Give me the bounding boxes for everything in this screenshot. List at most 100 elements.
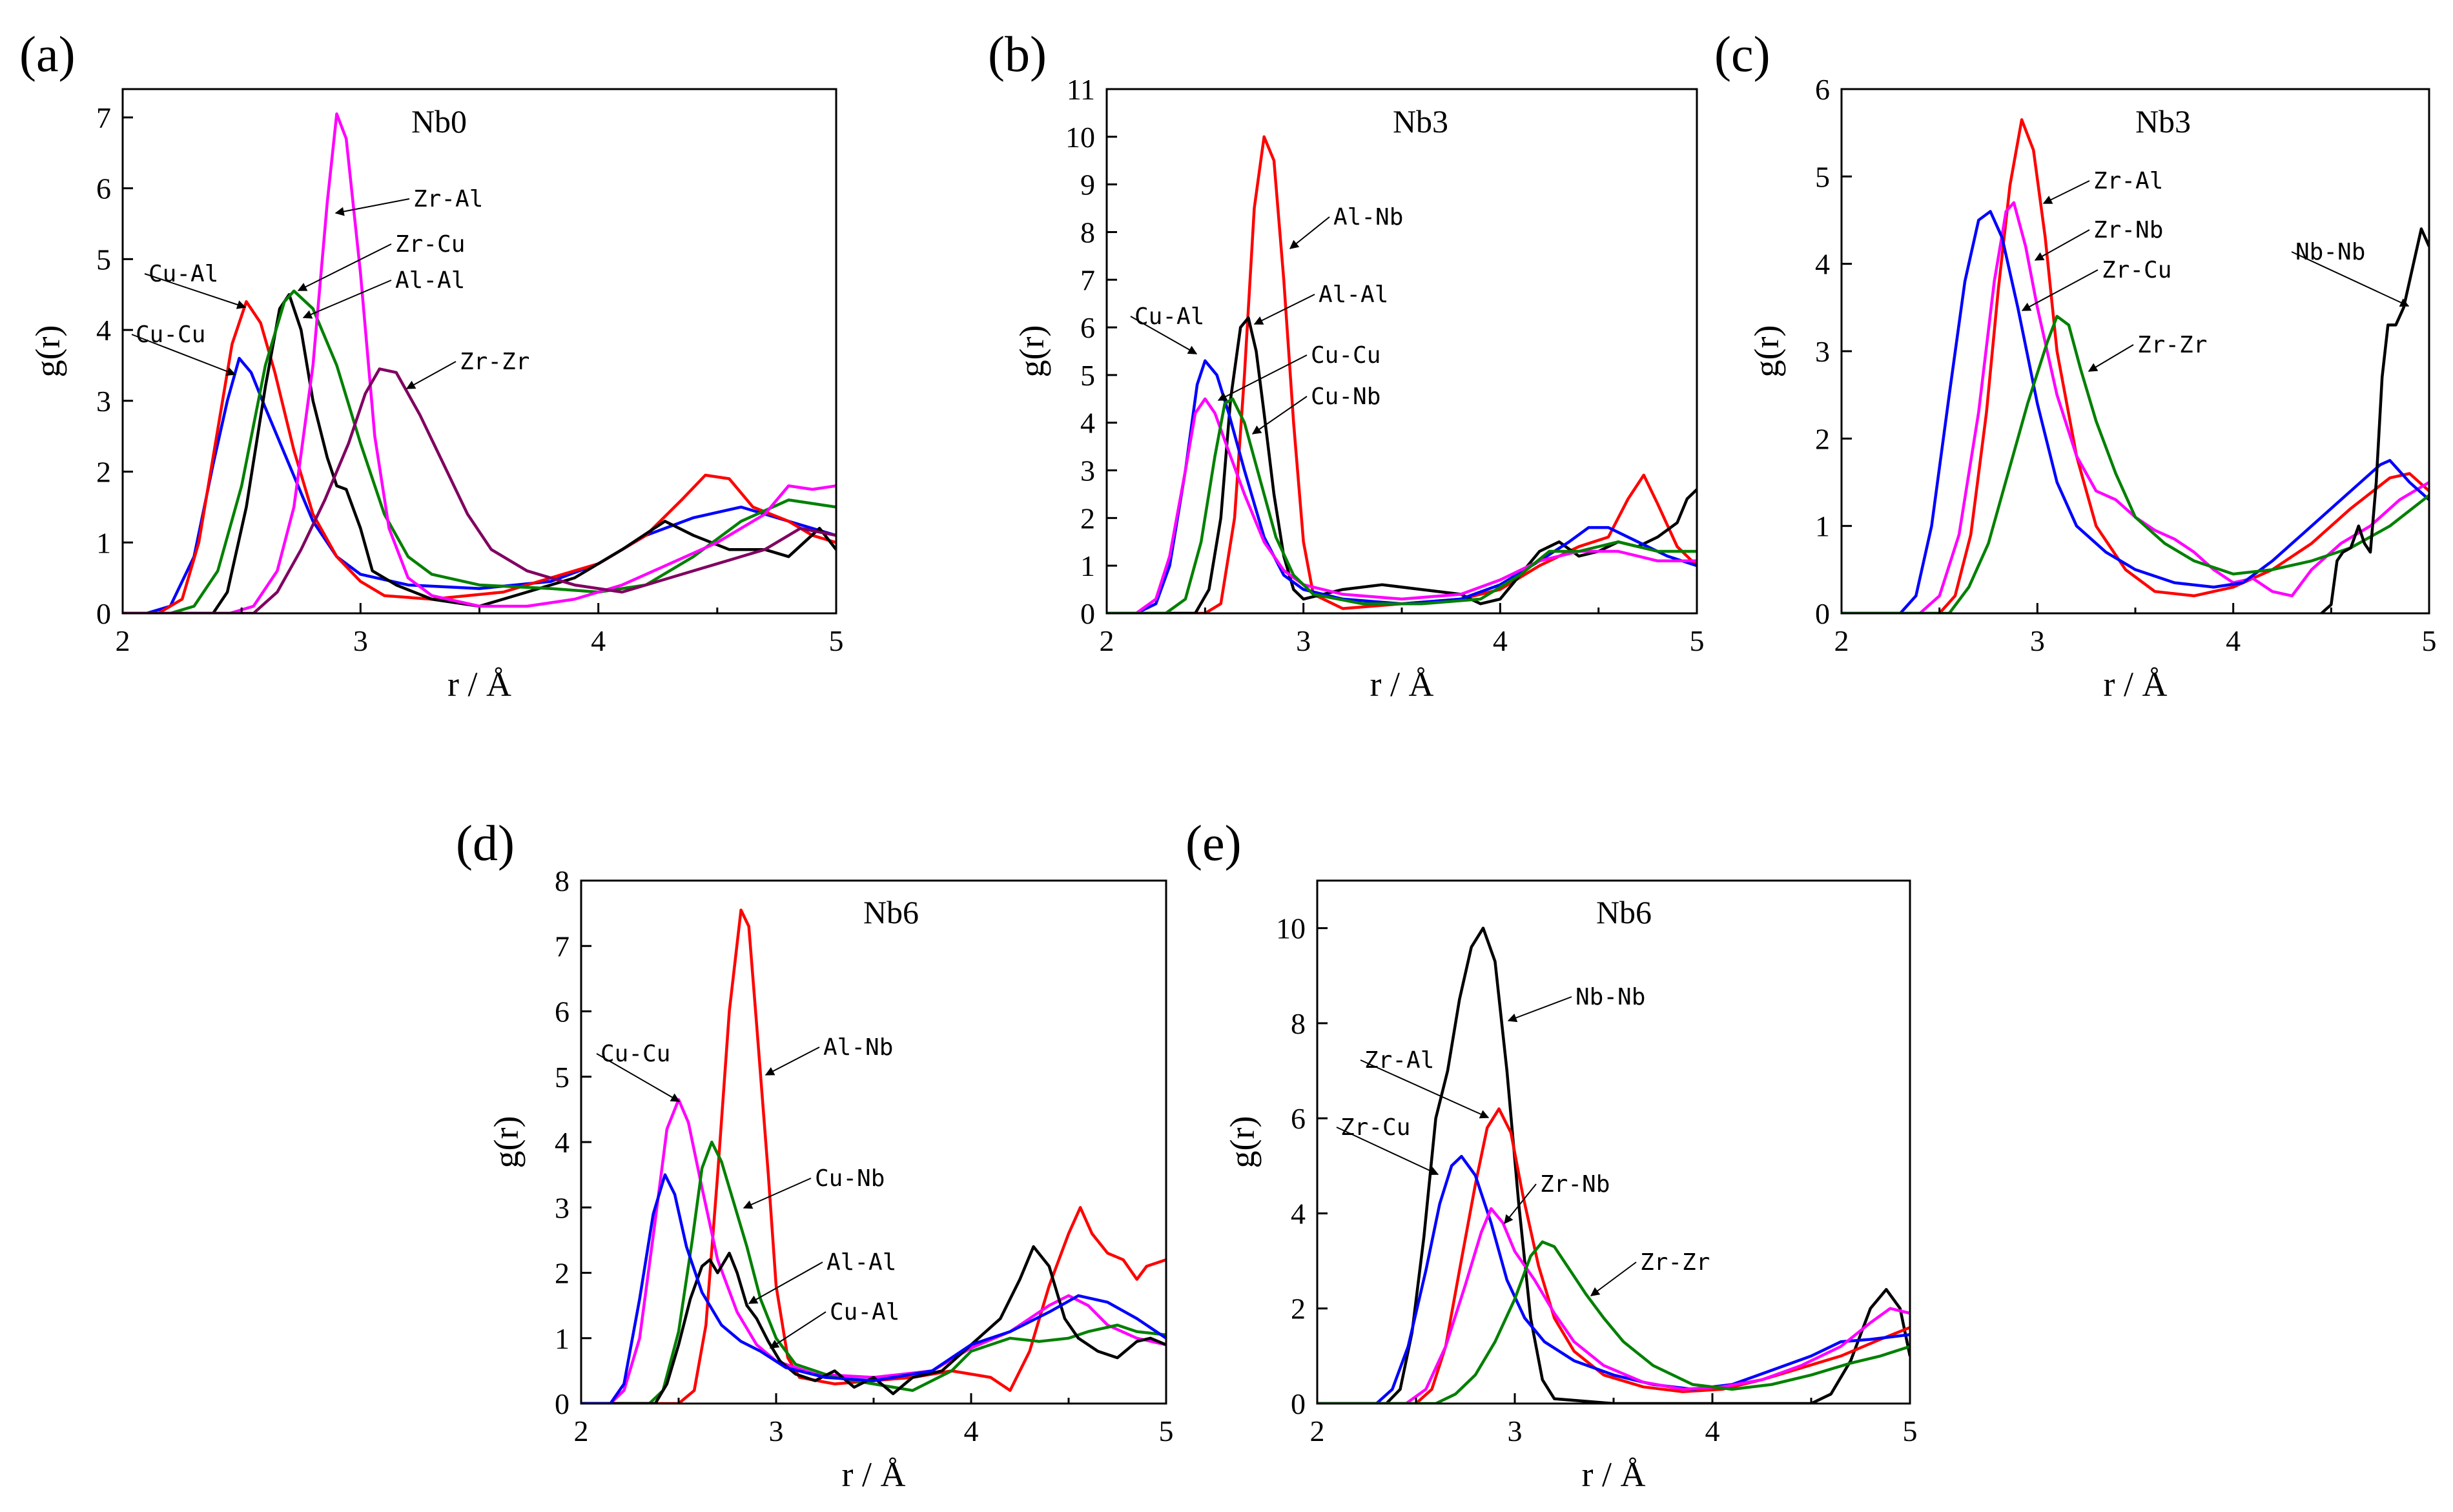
y-tick-label: 10 <box>1065 121 1095 154</box>
y-tick-label: 6 <box>1815 73 1830 106</box>
series-line-cu-cu <box>1107 397 1697 613</box>
y-tick-label: 5 <box>1815 160 1830 193</box>
x-tick-label: 4 <box>1705 1415 1720 1447</box>
y-tick-label: 6 <box>96 172 111 205</box>
series-line-al-nb <box>581 908 1166 1404</box>
x-tick-label: 2 <box>1310 1415 1325 1447</box>
series-line-cu-al <box>1107 359 1697 613</box>
y-tick-label: 1 <box>1080 549 1095 582</box>
chart-panel-0: (a) 2 3 4 5 0 1 2 3 4 5 6 7 r / Å g(r) Nb0 Zr-Al Zr-Cu Cu-… <box>19 26 844 704</box>
annotation-label: Cu-Al <box>149 261 218 287</box>
y-tick-label: 6 <box>555 996 570 1028</box>
y-axis-label: g(r) <box>28 325 67 378</box>
series-line-zr-cu <box>123 289 836 613</box>
y-tick-label: 4 <box>1080 407 1095 440</box>
annotation-label: Zr-Cu <box>395 231 465 258</box>
x-tick-label: 3 <box>1508 1415 1523 1447</box>
chart-title: Nb0 <box>411 103 467 139</box>
annotation-arrow <box>743 1178 812 1209</box>
x-tick-label: 5 <box>1903 1415 1918 1447</box>
panel-label: (d) <box>456 815 515 871</box>
annotation-arrow <box>1253 294 1315 325</box>
x-axis-label: r / Å <box>1370 665 1434 704</box>
panel-label: (b) <box>988 26 1047 82</box>
series-line-nb-nb <box>2320 227 2429 613</box>
annotation-arrow <box>297 243 392 291</box>
annotation-arrow <box>1507 996 1572 1023</box>
annotation-arrow <box>302 280 392 319</box>
annotation-label: Cu-Nb <box>815 1165 885 1192</box>
series-line-al-al <box>1107 316 1697 613</box>
x-tick-label: 3 <box>1296 624 1311 657</box>
y-tick-label: 2 <box>1815 422 1830 455</box>
plot-frame <box>1316 879 1911 1405</box>
x-tick-label: 4 <box>964 1415 979 1447</box>
y-tick-label: 0 <box>96 597 111 630</box>
y-tick-label: 7 <box>96 101 111 134</box>
annotation-label: Al-Al <box>1319 281 1388 308</box>
annotation-label: Zr-Zr <box>2137 332 2207 358</box>
y-tick-label: 1 <box>1815 510 1830 543</box>
chart-title: Nb3 <box>1393 103 1448 139</box>
x-tick-label: 2 <box>574 1415 589 1447</box>
series-line-zr-cu <box>1842 210 2429 613</box>
annotation-label: Cu-Cu <box>1311 342 1380 369</box>
y-tick-label: 2 <box>1291 1292 1306 1325</box>
annotation-arrow <box>1360 1059 1490 1119</box>
y-axis-label: g(r) <box>1012 325 1051 378</box>
annotation-label: Zr-Cu <box>1340 1114 1410 1141</box>
y-tick-label: 5 <box>96 243 111 276</box>
annotation-arrow <box>2021 269 2099 311</box>
chart-title: Nb3 <box>2135 103 2191 139</box>
series-line-cu-al <box>581 1173 1166 1404</box>
annotation-label: Cu-Al <box>1134 303 1204 330</box>
x-tick-label: 3 <box>769 1415 784 1447</box>
annotation-label: Zr-Zr <box>1640 1249 1710 1276</box>
y-tick-label: 2 <box>1080 502 1095 535</box>
y-tick-label: 4 <box>555 1126 570 1159</box>
y-tick-label: 3 <box>1815 335 1830 368</box>
y-tick-label: 4 <box>96 314 111 347</box>
y-tick-label: 7 <box>1080 263 1095 296</box>
annotation-arrow <box>769 1311 826 1349</box>
series-line-cu-nb <box>1107 397 1697 613</box>
chart-panel-3: (d) 2 3 4 5 0 1 2 3 4 5 6 7 8 r / Å g(r) Nb6 Cu-Cu Al-Nb Cu… <box>456 815 1174 1494</box>
x-tick-label: 4 <box>1493 624 1508 657</box>
x-tick-label: 3 <box>2030 624 2045 657</box>
annotation-label: Nb-Nb <box>2295 239 2365 265</box>
annotation-arrow <box>144 273 247 309</box>
panel-label: (a) <box>19 26 76 82</box>
annotation-label: Zr-Zr <box>460 349 529 375</box>
y-tick-label: 10 <box>1276 912 1306 945</box>
x-axis-label: r / Å <box>2104 665 2168 704</box>
y-tick-label: 11 <box>1067 73 1095 106</box>
chart-title: Nb6 <box>1596 894 1652 930</box>
x-axis-label: r / Å <box>447 665 511 704</box>
y-tick-label: 1 <box>555 1322 570 1355</box>
y-tick-label: 4 <box>1815 248 1830 281</box>
y-tick-label: 0 <box>1080 597 1095 630</box>
annotation-arrow <box>1336 1127 1439 1176</box>
y-tick-label: 0 <box>1291 1387 1306 1420</box>
annotation-arrow <box>405 361 457 389</box>
y-tick-label: 2 <box>555 1257 570 1290</box>
y-tick-label: 3 <box>1080 455 1095 487</box>
x-axis-label: r / Å <box>1582 1455 1646 1494</box>
annotation-arrow <box>765 1047 820 1076</box>
x-axis-label: r / Å <box>842 1455 906 1494</box>
series-line-al-al <box>123 292 836 613</box>
series-line-cu-cu <box>581 1098 1166 1404</box>
annotation-label: Cu-Cu <box>136 322 205 348</box>
x-tick-label: 4 <box>591 624 606 657</box>
annotation-arrow <box>1590 1262 1637 1296</box>
y-axis-label: g(r) <box>1223 1116 1262 1169</box>
annotation-label: Zr-Al <box>2093 168 2163 194</box>
panel-label: (e) <box>1185 815 1242 871</box>
y-tick-label: 6 <box>1080 311 1095 344</box>
annotation-label: Nb-Nb <box>1575 984 1645 1010</box>
series-line-zr-cu <box>1317 1154 1910 1404</box>
annotation-arrow <box>1217 354 1308 401</box>
chart-panel-1: (b) 2 3 4 5 0 1 2 3 4 5 6 7 8 9 10 11 r / Å g(r) Nb3 Al-Nb Al… <box>988 26 1705 704</box>
